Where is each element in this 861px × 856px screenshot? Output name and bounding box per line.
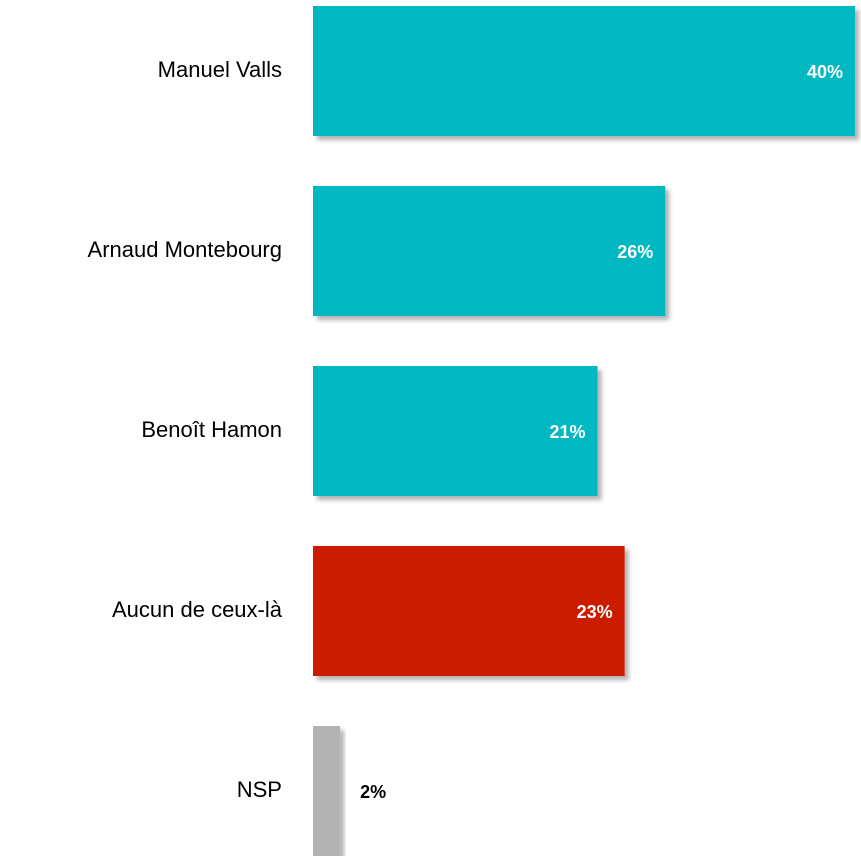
bar [313, 726, 341, 856]
value-label: 26% [617, 242, 653, 262]
bar [313, 546, 625, 676]
category-label: Benoît Hamon [141, 417, 282, 442]
category-label: Arnaud Montebourg [88, 237, 282, 262]
value-label: 40% [807, 62, 843, 82]
value-label: 2% [360, 782, 386, 802]
value-label: 21% [550, 422, 586, 442]
bar [313, 366, 598, 496]
category-label: NSP [237, 777, 282, 802]
bar [313, 6, 855, 136]
category-label: Aucun de ceux-là [112, 597, 283, 622]
category-label: Manuel Valls [158, 57, 282, 82]
value-label: 23% [577, 602, 613, 622]
bar [313, 186, 666, 316]
